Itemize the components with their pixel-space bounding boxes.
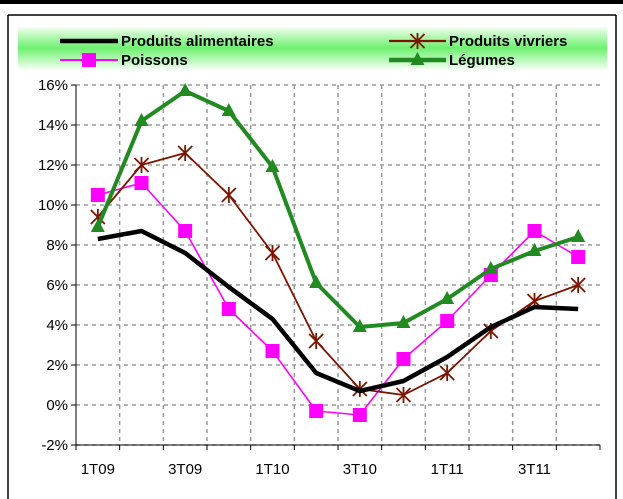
data-point-square	[82, 53, 96, 67]
y-tick-label: 2%	[46, 357, 68, 374]
legend-label: Légumes	[449, 52, 515, 69]
data-point-triangle	[90, 219, 105, 232]
legend-entry: Produits vivriers	[389, 33, 567, 50]
y-tick-label: 10%	[38, 197, 68, 214]
x-tick-label: 1T10	[255, 461, 289, 478]
axes	[71, 84, 601, 450]
x-tick-label: 3T11	[518, 461, 551, 478]
data-point-star	[264, 245, 281, 261]
data-point-star	[439, 365, 455, 381]
y-tick-label: -2%	[41, 437, 68, 454]
data-point-star	[177, 145, 193, 161]
data-point-star	[409, 33, 426, 49]
data-point-square	[178, 224, 193, 238]
data-point-star	[570, 277, 586, 293]
data-point-triangle	[396, 315, 411, 328]
y-tick-label: 0%	[46, 397, 68, 414]
legend: Produits alimentaires Produits vivriers Po…	[60, 33, 567, 69]
legend-entry: Légumes	[389, 52, 515, 69]
y-tick-label: 8%	[46, 237, 68, 254]
data-point-triangle	[352, 319, 367, 332]
y-tick-label: 14%	[38, 117, 68, 134]
top-frame-band	[0, 0, 623, 4]
grid	[76, 84, 600, 446]
y-tick-label: 12%	[38, 157, 68, 174]
x-tick-label: 1T11	[431, 461, 464, 478]
data-point-square	[440, 314, 455, 328]
data-point-square	[265, 344, 280, 358]
data-point-triangle	[410, 52, 425, 65]
data-point-square	[90, 188, 105, 202]
data-point-square	[309, 404, 324, 418]
y-tick-label: 16%	[38, 77, 68, 94]
tick-labels: -2% 0% 2% 4% 6% 8% 10% 12% 14% 16% 1T09 3T09 1T10 3T1…	[38, 77, 551, 478]
data-point-triangle	[440, 291, 455, 304]
y-tick-label: 4%	[46, 317, 68, 334]
y-tick-label: 6%	[46, 277, 68, 294]
series-line	[95, 89, 579, 329]
x-tick-label: 1T09	[81, 461, 115, 478]
series-0	[97, 228, 579, 394]
data-point-triangle	[527, 243, 542, 256]
data-point-triangle	[265, 159, 280, 172]
data-point-triangle	[221, 103, 236, 116]
data-point-square	[396, 352, 411, 366]
data-point-square	[352, 408, 367, 422]
data-point-triangle	[309, 275, 324, 288]
legend-entry: Poissons	[60, 52, 188, 69]
series-2	[90, 176, 586, 422]
data-point-square	[221, 302, 236, 316]
data-point-square	[134, 176, 149, 190]
x-tick-label: 3T10	[343, 461, 377, 478]
data-point-triangle	[571, 229, 586, 242]
data-point-star	[221, 187, 237, 203]
x-tick-label: 3T09	[168, 461, 202, 478]
data-point-square	[527, 224, 542, 238]
data-point-star	[308, 333, 324, 349]
data-point-square	[571, 250, 586, 264]
data-point-star	[133, 157, 150, 173]
legend-label: Poissons	[121, 52, 188, 69]
series-line	[97, 228, 579, 394]
series-group	[90, 83, 586, 422]
legend-box	[18, 27, 607, 69]
data-point-triangle	[483, 261, 498, 274]
data-point-triangle	[178, 83, 193, 96]
legend-label: Produits alimentaires	[121, 33, 274, 50]
legend-label: Produits vivriers	[449, 33, 567, 50]
data-point-star	[395, 387, 412, 403]
data-point-triangle	[134, 113, 149, 126]
legend-entry: Produits alimentaires	[60, 33, 274, 50]
series-3	[90, 83, 586, 332]
